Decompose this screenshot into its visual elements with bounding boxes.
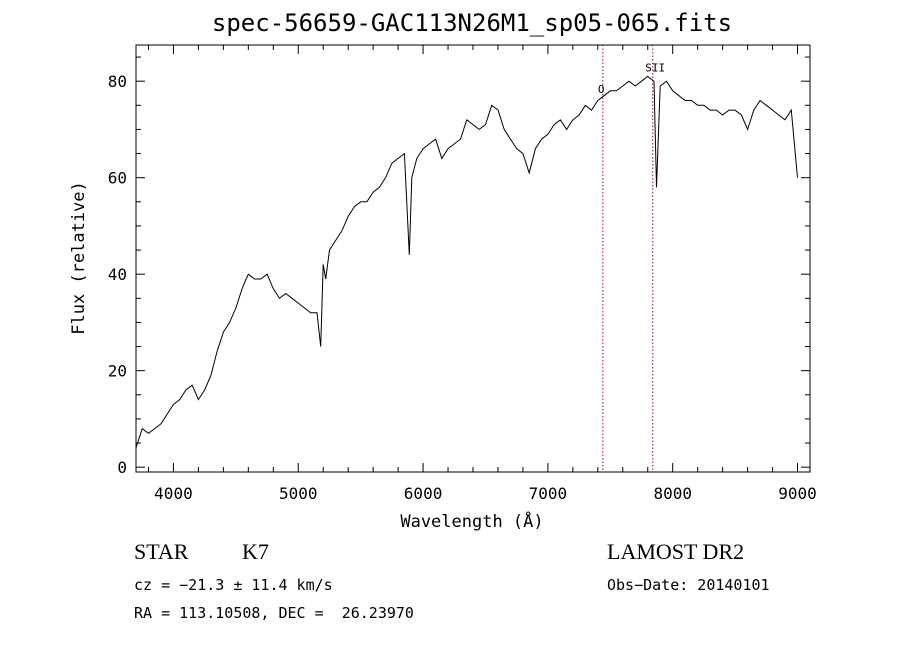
line-annotations: O SII bbox=[598, 62, 665, 97]
reference-lines bbox=[602, 45, 654, 472]
chart-title: spec-56659-GAC113N26M1_sp05-065.fits bbox=[212, 9, 732, 37]
y-tick-label: 0 bbox=[117, 458, 127, 477]
y-tick-label: 20 bbox=[108, 362, 127, 381]
obs-date-line: Obs−Date: 20140101 bbox=[607, 576, 770, 594]
y-tick-label: 80 bbox=[108, 72, 127, 91]
spectrum-line bbox=[135, 75, 798, 449]
x-tick-label: 6000 bbox=[404, 484, 443, 503]
axis-ticks bbox=[136, 45, 810, 472]
x-tick-label: 9000 bbox=[778, 484, 817, 503]
line-annotation: O bbox=[598, 83, 605, 96]
x-tick-label: 5000 bbox=[279, 484, 318, 503]
line-annotation: SII bbox=[645, 62, 665, 75]
survey-label: LAMOST DR2 bbox=[607, 539, 745, 564]
x-tick-label: 4000 bbox=[154, 484, 193, 503]
y-tick-label: 60 bbox=[108, 169, 127, 188]
x-tick-label: 8000 bbox=[653, 484, 692, 503]
y-tick-label: 40 bbox=[108, 265, 127, 284]
x-tick-label: 7000 bbox=[529, 484, 568, 503]
subclass-label: K7 bbox=[242, 539, 269, 564]
x-axis-label: Wavelength (Å) bbox=[400, 510, 543, 532]
y-axis-label: Flux (relative) bbox=[69, 181, 89, 335]
axis-tick-labels: 4000 5000 6000 7000 8000 9000 0 20 40 60 80 bbox=[108, 72, 817, 503]
coords-line: RA = 113.10508, DEC = 26.23970 bbox=[134, 604, 414, 622]
class-label: STAR bbox=[134, 539, 189, 564]
cz-line: cz = −21.3 ± 11.4 km/s bbox=[134, 576, 333, 594]
